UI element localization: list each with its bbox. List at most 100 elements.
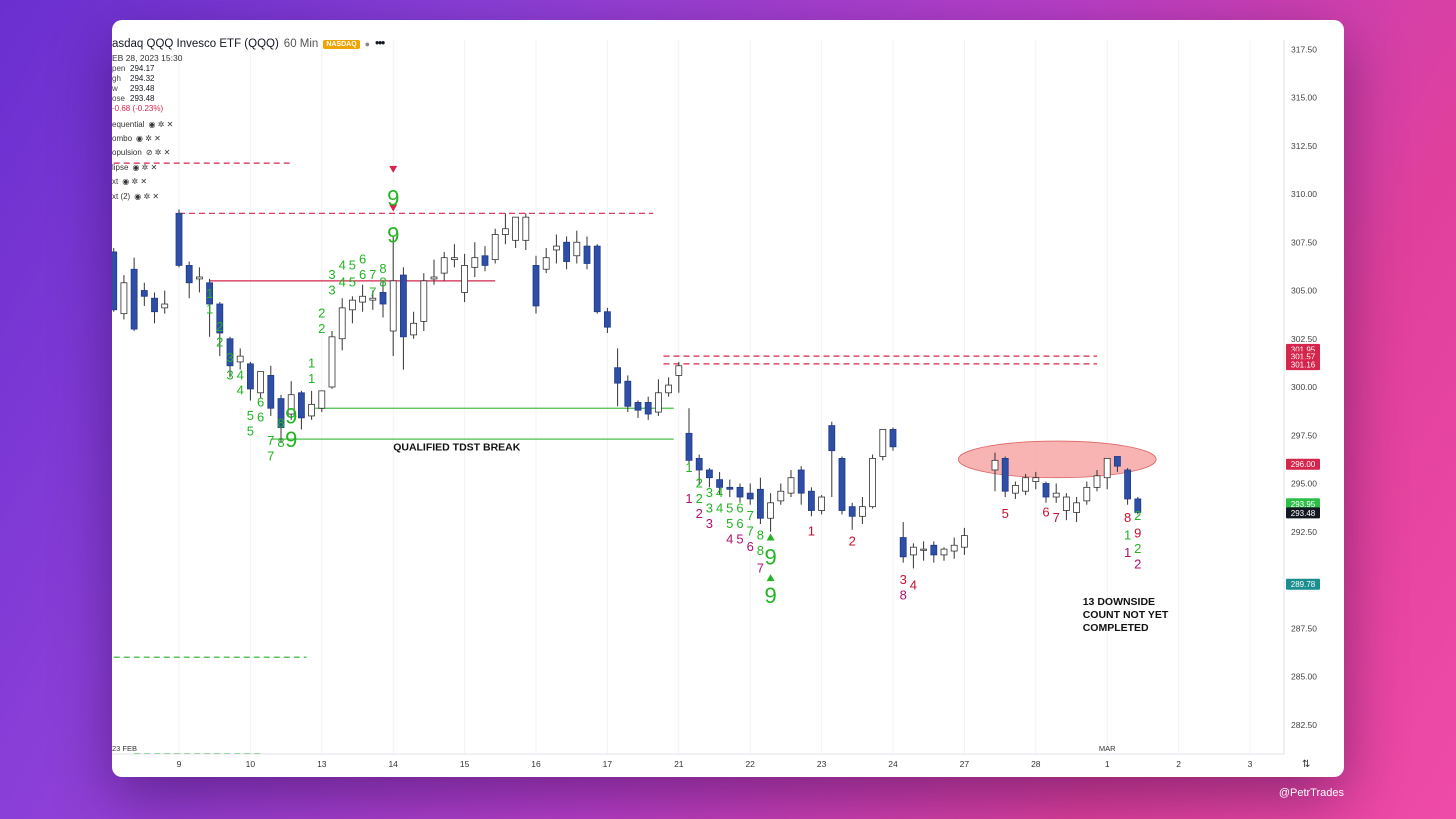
td-count-label: 4 — [237, 383, 244, 398]
candle-body — [767, 502, 774, 519]
candle-body — [573, 241, 581, 257]
ohlc-high: gh 294.32 — [112, 73, 155, 83]
price-label-text: 301.57 — [1291, 353, 1316, 362]
indicator-combo[interactable]: ombo ◉ ✲ ✕ — [112, 132, 384, 146]
candle-body — [196, 276, 203, 280]
td-count-label: 9 — [285, 404, 297, 429]
td-count-label: 3 — [226, 350, 233, 365]
candle-body — [828, 425, 836, 452]
candle-body — [120, 282, 128, 315]
td-count-label: 9 — [764, 583, 776, 608]
td-count-label: 9 — [387, 222, 399, 247]
td-count-label: 8 — [379, 261, 386, 276]
td-count-label: 2 — [1134, 541, 1141, 556]
td-count-label: 1 — [308, 371, 315, 386]
indicator-controls-icon[interactable]: ◉ ✲ ✕ — [148, 119, 174, 129]
td-count-label: 6 — [359, 267, 366, 282]
x-tick-label: 9 — [177, 759, 182, 769]
price-label-text: 296.00 — [1291, 460, 1316, 469]
y-tick-label: 315.00 — [1291, 93, 1317, 103]
indicator-controls-icon[interactable]: ◉ ✲ ✕ — [136, 133, 161, 143]
td-count-label: 4 — [339, 275, 346, 290]
indicator-text[interactable]: xt ◉ ✲ ✕ — [112, 175, 384, 189]
candle-body — [328, 336, 336, 388]
author-watermark: @PetrTrades — [1278, 787, 1344, 799]
x-tick-label: 17 — [603, 759, 613, 769]
timeframe-label[interactable]: 60 Min — [283, 38, 319, 50]
candle-body — [410, 322, 418, 336]
td-count-label: 9 — [285, 427, 297, 452]
x-tick-label: 1 — [1105, 759, 1110, 769]
price-label-text: 293.95 — [1291, 500, 1316, 509]
candle-body — [797, 469, 805, 494]
candle-body — [461, 265, 469, 293]
candle-body — [940, 548, 948, 556]
more-options-button[interactable]: ••• — [375, 38, 385, 50]
candle-body — [277, 398, 285, 428]
annotation-text: 13 DOWNSIDE — [1083, 596, 1155, 608]
td-count-label: 4 — [716, 485, 723, 500]
candle-body — [869, 458, 876, 508]
symbol-header[interactable]: asdaq QQQ Invesco ETF (QQQ) 60 Min NASDA… — [112, 38, 385, 50]
candle-body — [430, 276, 438, 280]
price-label-box — [1286, 498, 1320, 510]
candle-body — [1032, 477, 1040, 482]
candle-body — [859, 506, 866, 517]
indicator-sequential[interactable]: equential ◉ ✲ ✕ — [112, 118, 384, 132]
x-tick-label: 14 — [388, 759, 398, 769]
y-tick-label: 307.50 — [1291, 237, 1317, 247]
candle-body — [491, 234, 499, 261]
price-label-text: 301.95 — [1291, 345, 1316, 354]
candle-body — [450, 257, 458, 261]
candle-body — [777, 490, 785, 502]
td-count-label: 8 — [1124, 510, 1131, 525]
candle-body — [624, 380, 632, 407]
indicator-controls-icon[interactable]: ⊘ ✲ ✕ — [145, 148, 171, 158]
td-count-label: 4 — [726, 531, 733, 546]
indicator-controls-icon[interactable]: ◉ ✲ ✕ — [122, 177, 148, 187]
candle-body — [726, 486, 734, 490]
td-count-label: 2 — [216, 319, 223, 334]
candle-body — [552, 245, 560, 251]
candle-body — [308, 403, 316, 417]
indicator-propulsion[interactable]: opulsion ⊘ ✲ ✕ — [112, 146, 384, 160]
td-count-label: 7 — [369, 267, 376, 282]
candle-body — [1093, 475, 1101, 488]
candle-body — [267, 375, 275, 409]
td-count-label: 2 — [696, 475, 703, 490]
price-change: -0.68 (-0.23%) — [112, 103, 164, 113]
td-count-label: 3 — [226, 367, 233, 382]
td-count-label: 2 — [849, 533, 856, 548]
candle-body — [140, 290, 148, 297]
td-count-label: 3 — [706, 516, 713, 531]
indicator-text-2[interactable]: xt (2) ◉ ✲ ✕ — [112, 190, 384, 204]
candle-body — [818, 496, 825, 511]
indicator-list: equential ◉ ✲ ✕ ombo ◉ ✲ ✕ opulsion ⊘ ✲ ✕ l… — [112, 118, 384, 204]
candle-body — [1042, 483, 1050, 498]
y-tick-label: 310.00 — [1291, 189, 1317, 199]
indicator-controls-icon[interactable]: ◉ ✲ ✕ — [132, 162, 158, 172]
x-tick-label: 10 — [246, 759, 256, 769]
candle-body — [130, 268, 138, 330]
candle-body — [359, 295, 367, 303]
td-count-label: 1 — [1124, 527, 1131, 542]
candle-body — [695, 458, 703, 471]
x-tick-label: 3 — [1248, 759, 1253, 769]
y-tick-label: 295.00 — [1291, 479, 1317, 489]
candle-body — [318, 390, 326, 409]
bar-date: EB 28, 2023 15:30 — [112, 53, 183, 63]
indicator-ellipse[interactable]: lipse ◉ ✲ ✕ — [112, 161, 384, 175]
y-tick-label: 282.50 — [1291, 720, 1317, 730]
candle-body — [634, 402, 642, 411]
scale-toggle-icon[interactable]: ⇅ — [1302, 759, 1310, 770]
price-label-text: 293.48 — [1291, 509, 1316, 518]
indicator-controls-icon[interactable]: ◉ ✲ ✕ — [134, 191, 160, 201]
signal-arrow-icon — [766, 574, 775, 582]
td-count-label: 8 — [900, 587, 907, 602]
td-count-label: 2 — [318, 321, 325, 336]
x-tick-label: 21 — [674, 759, 684, 769]
td-count-label: 6 — [359, 251, 366, 266]
x-tick-label: 22 — [745, 759, 755, 769]
